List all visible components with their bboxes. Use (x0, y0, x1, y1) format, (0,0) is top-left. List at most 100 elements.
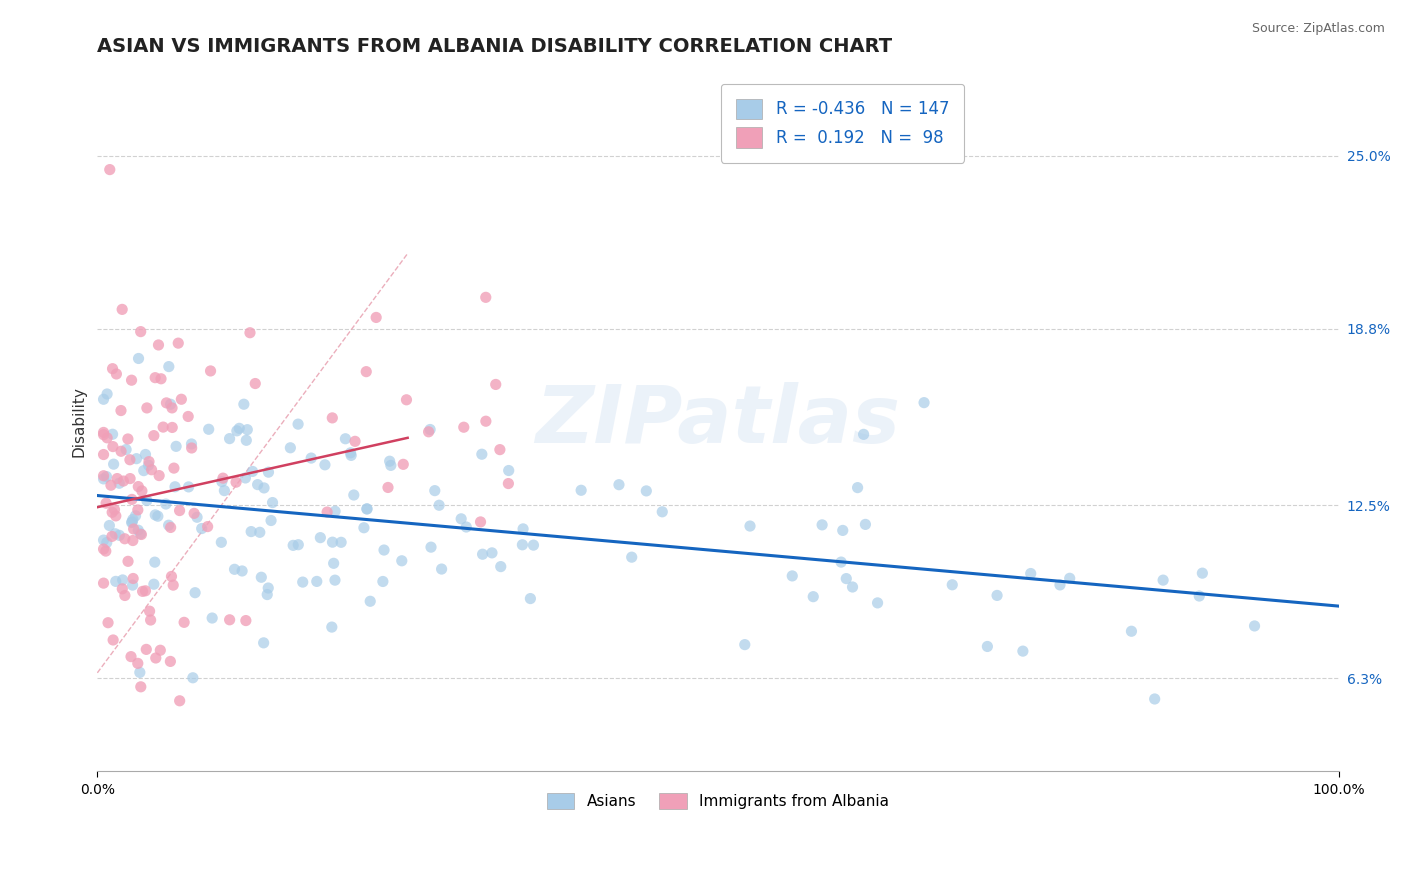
Point (780, 569, 803, 583)
Point (738, 519, 761, 533)
Point (371, 574, 394, 589)
Point (1019, 566, 1042, 581)
Y-axis label: Disability: Disability (72, 385, 86, 457)
Point (169, 503, 191, 517)
Point (305, 574, 328, 589)
Point (131, 584, 153, 599)
Point (1049, 578, 1071, 592)
Point (101, 361, 124, 376)
Point (157, 518, 180, 533)
Point (912, 395, 935, 409)
Point (941, 578, 963, 592)
Point (1012, 644, 1035, 658)
Point (160, 401, 183, 415)
Point (260, 514, 283, 528)
Point (101, 440, 124, 454)
Point (110, 403, 132, 417)
Point (135, 401, 157, 415)
Point (96, 535, 118, 549)
Point (240, 524, 263, 539)
Point (124, 508, 146, 523)
Point (235, 471, 257, 485)
Point (211, 475, 233, 489)
Point (322, 557, 344, 571)
Point (287, 417, 309, 431)
Point (377, 480, 399, 494)
Point (512, 522, 534, 536)
Point (128, 351, 150, 366)
Point (316, 505, 339, 519)
Point (245, 376, 267, 391)
Point (253, 636, 276, 650)
Point (104, 526, 127, 541)
Point (180, 437, 202, 451)
Point (122, 572, 145, 586)
Point (121, 533, 143, 548)
Point (121, 516, 143, 530)
Point (335, 432, 357, 446)
Point (620, 550, 643, 565)
Point (200, 364, 222, 378)
Point (231, 564, 253, 578)
Point (135, 642, 157, 657)
Point (212, 471, 235, 485)
Point (354, 365, 377, 379)
Point (378, 454, 401, 468)
Point (93, 448, 115, 462)
Point (209, 535, 232, 549)
Point (159, 520, 181, 534)
Point (155, 396, 177, 410)
Point (163, 461, 186, 475)
Point (253, 481, 276, 495)
Point (131, 483, 153, 498)
Point (1243, 619, 1265, 633)
Point (343, 488, 366, 502)
Point (163, 480, 186, 494)
Point (235, 434, 257, 448)
Point (299, 451, 322, 466)
Point (93, 392, 115, 407)
Point (224, 562, 246, 576)
Point (101, 632, 124, 647)
Point (471, 447, 494, 461)
Point (143, 508, 166, 522)
Point (323, 504, 346, 518)
Point (419, 422, 441, 436)
Point (131, 527, 153, 541)
Point (1152, 573, 1174, 587)
Point (291, 575, 314, 590)
Point (242, 465, 264, 479)
Point (121, 578, 143, 592)
Point (98, 518, 121, 533)
Point (262, 495, 284, 509)
Point (831, 524, 853, 538)
Point (184, 585, 207, 599)
Point (489, 442, 512, 457)
Point (235, 614, 257, 628)
Point (93, 472, 115, 486)
Point (121, 515, 143, 529)
Point (569, 483, 592, 498)
Point (101, 529, 124, 543)
Point (475, 414, 498, 428)
Point (112, 474, 135, 488)
Point (489, 559, 512, 574)
Point (138, 458, 160, 473)
Point (143, 555, 166, 569)
Text: ZIPatlas: ZIPatlas (536, 382, 900, 460)
Point (134, 583, 156, 598)
Point (359, 594, 381, 608)
Point (450, 512, 472, 526)
Point (314, 458, 336, 472)
Point (418, 425, 440, 439)
Point (117, 432, 139, 446)
Point (97, 615, 120, 630)
Point (157, 359, 180, 374)
Point (855, 517, 877, 532)
Point (485, 377, 508, 392)
Point (976, 640, 998, 654)
Point (830, 555, 852, 569)
Point (169, 694, 191, 708)
Point (423, 483, 446, 498)
Point (986, 589, 1008, 603)
